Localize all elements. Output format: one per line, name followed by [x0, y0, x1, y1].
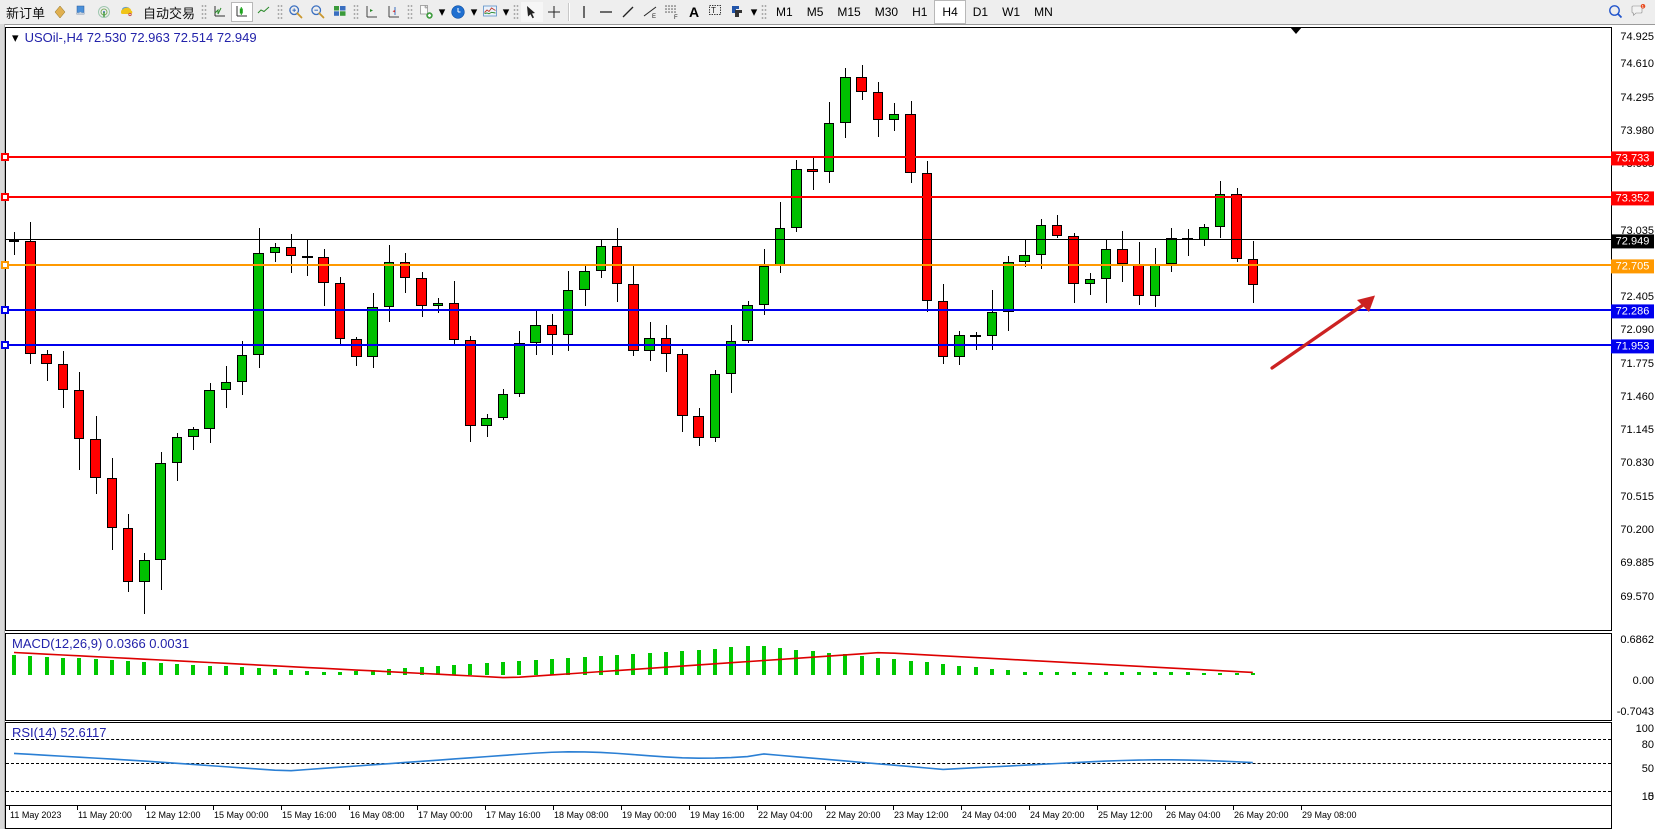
- svg-text:T: T: [711, 6, 716, 15]
- svg-text:E: E: [652, 14, 656, 20]
- svg-text:F: F: [674, 15, 678, 20]
- svg-text:1: 1: [1642, 4, 1644, 8]
